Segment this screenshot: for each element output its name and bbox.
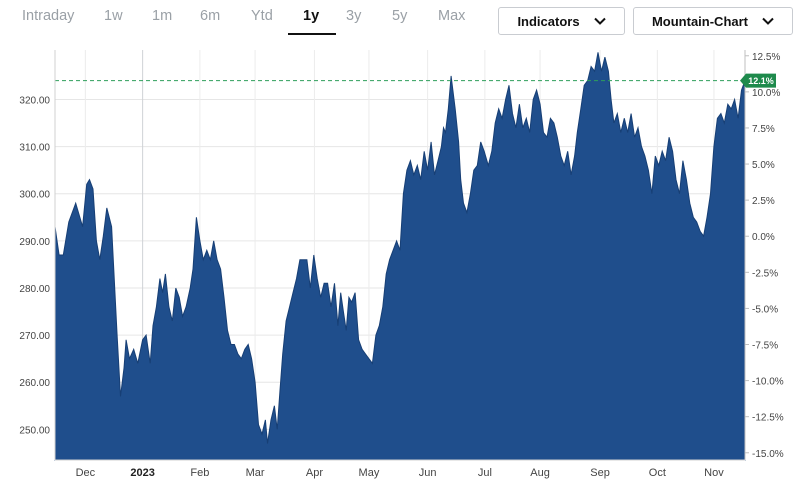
y2-tick-label: 0.0% xyxy=(752,232,775,243)
x-tick-label: Oct xyxy=(649,467,666,479)
y-tick-label: 280.00 xyxy=(19,284,50,295)
y-tick-label: 250.00 xyxy=(19,425,50,436)
tab-1m[interactable]: 1m xyxy=(152,8,173,24)
current-value-label: 12.1% xyxy=(748,76,774,86)
x-tick-label: May xyxy=(359,467,380,479)
y2-tick-label: -7.5% xyxy=(752,341,778,352)
tab-1w[interactable]: 1w xyxy=(104,8,123,24)
indicators-label: Indicators xyxy=(517,13,580,29)
y-tick-label: 320.00 xyxy=(19,95,50,106)
x-tick-label: 2023 xyxy=(130,467,154,479)
x-tick-label: Sep xyxy=(590,467,610,479)
y2-tick-label: -5.0% xyxy=(752,304,778,315)
y2-tick-label: -2.5% xyxy=(752,268,778,279)
y2-tick-label: -12.5% xyxy=(752,413,784,424)
y2-tick-label: -10.0% xyxy=(752,377,784,388)
y-tick-label: 260.00 xyxy=(19,378,50,389)
y-tick-label: 310.00 xyxy=(19,143,50,154)
x-tick-label: Mar xyxy=(246,467,265,479)
y2-tick-label: 7.5% xyxy=(752,124,775,135)
x-tick-label: Jun xyxy=(419,467,437,479)
tab-intraday[interactable]: Intraday xyxy=(22,8,75,24)
range-tabs: Intraday 1w 1m 6m Ytd 1y 3y 5y Max xyxy=(0,0,480,36)
x-tick-label: Nov xyxy=(704,467,724,479)
y2-tick-label: 5.0% xyxy=(752,160,775,171)
x-tick-label: Jul xyxy=(478,467,492,479)
y2-tick-label: 2.5% xyxy=(752,196,775,207)
y2-tick-label: -15.0% xyxy=(752,449,784,460)
tab-max[interactable]: Max xyxy=(438,8,466,24)
tab-6m[interactable]: 6m xyxy=(200,8,221,24)
y-tick-label: 290.00 xyxy=(19,237,50,248)
tab-1y[interactable]: 1y xyxy=(303,8,320,24)
x-tick-label: Apr xyxy=(306,467,323,479)
chevron-down-icon xyxy=(762,17,774,25)
tab-5y[interactable]: 5y xyxy=(392,8,408,24)
x-tick-label: Dec xyxy=(76,467,96,479)
active-tab-underline xyxy=(288,33,336,35)
indicators-dropdown[interactable]: Indicators xyxy=(498,7,625,35)
y-tick-label: 270.00 xyxy=(19,331,50,342)
y2-tick-label: 12.5% xyxy=(752,52,780,63)
tab-ytd[interactable]: Ytd xyxy=(251,8,273,24)
current-value-badge xyxy=(740,73,776,88)
chevron-down-icon xyxy=(593,17,606,25)
price-area xyxy=(54,52,746,461)
x-tick-label: Feb xyxy=(190,467,209,479)
chart-type-dropdown[interactable]: Mountain-Chart xyxy=(633,7,793,35)
x-tick-label: Aug xyxy=(530,467,550,479)
chart-type-label: Mountain-Chart xyxy=(651,13,749,29)
y2-tick-label: 10.0% xyxy=(752,88,780,99)
tab-3y[interactable]: 3y xyxy=(346,8,362,24)
y-tick-label: 300.00 xyxy=(19,190,50,201)
